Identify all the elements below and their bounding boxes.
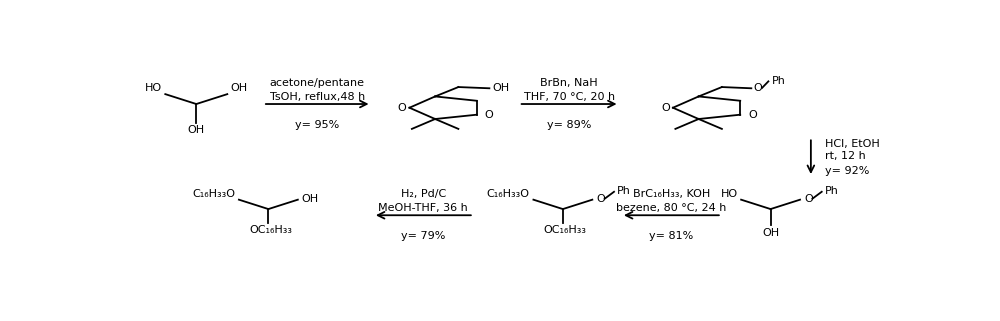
Text: TsOH, reflux,48 h: TsOH, reflux,48 h [270,91,365,101]
Text: H₂, Pd/C: H₂, Pd/C [401,189,446,199]
Text: y= 79%: y= 79% [401,231,446,241]
Text: OH: OH [762,228,779,239]
Text: OH: OH [302,194,319,204]
Text: OH: OH [230,83,248,93]
Text: OC₁₆H₃₃: OC₁₆H₃₃ [544,225,587,235]
Text: O: O [748,110,757,120]
Text: acetone/pentane: acetone/pentane [270,78,365,88]
Text: OH: OH [492,83,510,93]
Text: O: O [661,103,670,113]
Text: Ph: Ph [825,186,839,196]
Text: O: O [596,194,605,204]
Text: rt, 12 h: rt, 12 h [825,151,866,161]
Text: y= 95%: y= 95% [295,120,339,130]
Text: O: O [754,83,762,93]
Text: y= 81%: y= 81% [649,231,694,241]
Text: BrC₁₆H₃₃, KOH: BrC₁₆H₃₃, KOH [633,189,710,199]
Text: O: O [398,103,406,113]
Text: THF, 70 °C, 20 h: THF, 70 °C, 20 h [524,91,615,101]
Text: C₁₆H₃₃O: C₁₆H₃₃O [192,189,235,199]
Text: HO: HO [721,189,738,199]
Text: Ph: Ph [617,186,631,196]
Text: MeOH-THF, 36 h: MeOH-THF, 36 h [378,203,468,213]
Text: HCl, EtOH: HCl, EtOH [825,139,880,149]
Text: Ph: Ph [771,76,785,86]
Text: OC₁₆H₃₃: OC₁₆H₃₃ [249,225,292,235]
Text: bezene, 80 °C, 24 h: bezene, 80 °C, 24 h [616,203,727,213]
Text: O: O [804,194,813,204]
Text: y= 92%: y= 92% [825,166,869,176]
Text: HO: HO [145,83,162,93]
Text: O: O [484,110,493,120]
Text: C₁₆H₃₃O: C₁₆H₃₃O [487,189,530,199]
Text: y= 89%: y= 89% [547,120,591,130]
Text: OH: OH [188,125,205,135]
Text: BrBn, NaH: BrBn, NaH [540,78,598,88]
